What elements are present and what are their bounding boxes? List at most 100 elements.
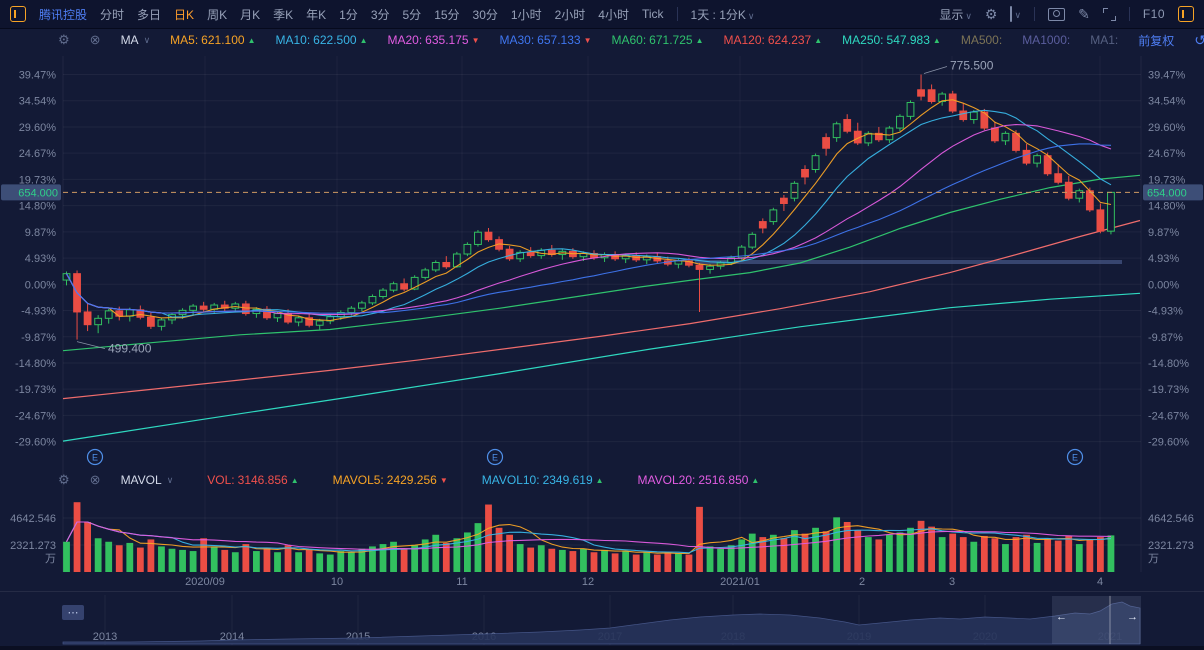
svg-text:E: E <box>492 453 498 463</box>
svg-text:-4.93%: -4.93% <box>1148 306 1183 318</box>
svg-text:34.54%: 34.54% <box>19 96 57 108</box>
selection-left-handle[interactable]: ← <box>1056 611 1067 623</box>
svg-text:4642.546: 4642.546 <box>10 513 56 525</box>
pencil-icon[interactable]: ✎ <box>1078 6 1090 22</box>
svg-text:4.93%: 4.93% <box>1148 253 1179 265</box>
svg-text:39.47%: 39.47% <box>1148 70 1186 82</box>
ma20-value: MA20: 635.175 ▼ <box>387 33 480 47</box>
navigator: 201320142015201620172018201920202021←→⋯ <box>0 591 1204 650</box>
indicator-selector[interactable]: MAVOL ∨ <box>120 473 174 487</box>
freq-selector[interactable]: 1天 : 1分K ∨ <box>690 7 755 22</box>
trend-arrow-icon: ▲ <box>814 35 823 45</box>
f10-button[interactable]: F10 <box>1142 7 1165 21</box>
chart-style-menu[interactable]: ∨ <box>1010 6 1021 22</box>
chevron-down-icon: ∨ <box>747 10 755 21</box>
trend-arrow-icon: ▼ <box>439 475 448 485</box>
svg-text:2321.273: 2321.273 <box>1148 540 1194 552</box>
tab-1hour[interactable]: 1小时 <box>510 7 542 22</box>
svg-text:2321.273: 2321.273 <box>10 540 56 552</box>
event-marker-icon[interactable] <box>86 448 104 466</box>
tab-30min[interactable]: 30分 <box>472 7 498 22</box>
undo-icon[interactable]: ↺ <box>1194 31 1204 48</box>
svg-text:E: E <box>92 453 98 463</box>
divider <box>1034 7 1036 21</box>
tab-quarter-k[interactable]: 季K <box>273 7 294 22</box>
svg-text:-19.73%: -19.73% <box>15 384 56 396</box>
gear-icon[interactable]: ⚙ <box>984 6 998 22</box>
ma500-value: MA500: <box>960 33 1003 47</box>
tab-duori[interactable]: 多日 <box>137 7 162 22</box>
trend-arrow-icon: ▼ <box>583 35 592 45</box>
stock-symbol[interactable]: 腾讯控股 <box>39 7 88 22</box>
close-icon[interactable]: ⊗ <box>89 32 101 47</box>
top-toolbar: 腾讯控股 分时 多日 日K 周K 月K 季K 年K 1分 3分 5分 15分 3… <box>0 0 1204 29</box>
tab-4hour[interactable]: 4小时 <box>598 7 629 22</box>
tab-15min[interactable]: 15分 <box>434 7 460 22</box>
svg-text:19.73%: 19.73% <box>1148 174 1186 186</box>
price-pane: 654.000 654.000 775.500 499.400 E E E <box>1 59 1203 466</box>
svg-text:4: 4 <box>1097 576 1103 588</box>
adjust-mode-button[interactable]: 前复权 <box>1138 33 1175 48</box>
svg-text:-19.73%: -19.73% <box>1148 384 1189 396</box>
svg-text:-14.80%: -14.80% <box>1148 358 1189 370</box>
tab-monthly-k[interactable]: 月K <box>240 7 261 22</box>
expand-icon[interactable] <box>1102 7 1116 21</box>
mavol-indicator-row: ⚙ ⊗ MAVOL ∨ VOL: 3146.856 ▲ MAVOL5: 2429.256… <box>58 471 1196 489</box>
tab-fenshi[interactable]: 分时 <box>100 7 125 22</box>
mavol20-value: MAVOL20: 2516.850 ▲ <box>637 473 760 487</box>
divider <box>676 7 678 21</box>
trend-arrow-icon: ▲ <box>359 35 368 45</box>
trend-arrow-icon: ▲ <box>751 475 760 485</box>
tab-5min[interactable]: 5分 <box>402 7 422 22</box>
chart-zoom-controls: ↺ ⊖ ⊕ <box>1194 32 1204 49</box>
svg-text:775.500: 775.500 <box>950 59 994 73</box>
tab-daily-k[interactable]: 日K <box>174 7 195 22</box>
trend-arrow-icon: ▲ <box>695 35 704 45</box>
tab-year-k[interactable]: 年K <box>306 7 327 22</box>
event-marker-icon[interactable] <box>1066 448 1084 466</box>
gear-icon[interactable]: ⚙ <box>58 32 70 47</box>
trend-arrow-icon: ▲ <box>932 35 941 45</box>
svg-text:2: 2 <box>859 576 865 588</box>
tab-3min[interactable]: 3分 <box>370 7 390 22</box>
svg-text:万: 万 <box>1148 553 1159 565</box>
svg-text:4.93%: 4.93% <box>25 253 56 265</box>
ma1-value: MA1: <box>1090 33 1119 47</box>
navigator-more-button[interactable] <box>62 605 84 620</box>
sidebar-toggle-icon[interactable] <box>1178 6 1194 22</box>
gear-icon[interactable]: ⚙ <box>58 472 70 487</box>
vol-value: VOL: 3146.856 ▲ <box>207 473 299 487</box>
tab-tick[interactable]: Tick <box>641 7 664 21</box>
close-icon[interactable]: ⊗ <box>89 472 101 487</box>
ma30-value: MA30: 657.133 ▼ <box>499 33 592 47</box>
tab-weekly-k[interactable]: 周K <box>207 7 228 22</box>
svg-text:-14.80%: -14.80% <box>15 358 56 370</box>
svg-text:29.60%: 29.60% <box>1148 122 1186 134</box>
svg-text:29.60%: 29.60% <box>19 122 57 134</box>
svg-text:4642.546: 4642.546 <box>1148 513 1194 525</box>
svg-text:0.00%: 0.00% <box>25 279 56 291</box>
indicator-selector[interactable]: MA ∨ <box>120 33 151 47</box>
tab-1min[interactable]: 1分 <box>339 7 358 22</box>
square-icon <box>1010 6 1013 22</box>
display-menu[interactable]: 显示 ∨ <box>939 7 972 22</box>
chevron-down-icon: ∨ <box>166 474 174 485</box>
svg-text:34.54%: 34.54% <box>1148 96 1186 108</box>
svg-text:-29.60%: -29.60% <box>15 437 56 449</box>
current-price-badge <box>1143 184 1203 201</box>
tab-2hour[interactable]: 2小时 <box>554 7 586 22</box>
selection-right-handle[interactable]: → <box>1127 611 1138 623</box>
svg-text:9.87%: 9.87% <box>25 227 56 239</box>
panel-toggle-icon[interactable] <box>10 6 26 22</box>
svg-text:-4.93%: -4.93% <box>21 306 56 318</box>
camera-icon[interactable] <box>1048 7 1066 21</box>
svg-text:2020/09: 2020/09 <box>185 576 225 588</box>
event-marker-icon[interactable] <box>486 448 504 466</box>
trend-arrow-icon: ▲ <box>290 475 299 485</box>
ma60-value: MA60: 671.725 ▲ <box>611 33 704 47</box>
svg-text:2013: 2013 <box>93 631 117 643</box>
navigator-selection-window[interactable] <box>1052 596 1141 644</box>
svg-text:10: 10 <box>331 576 343 588</box>
